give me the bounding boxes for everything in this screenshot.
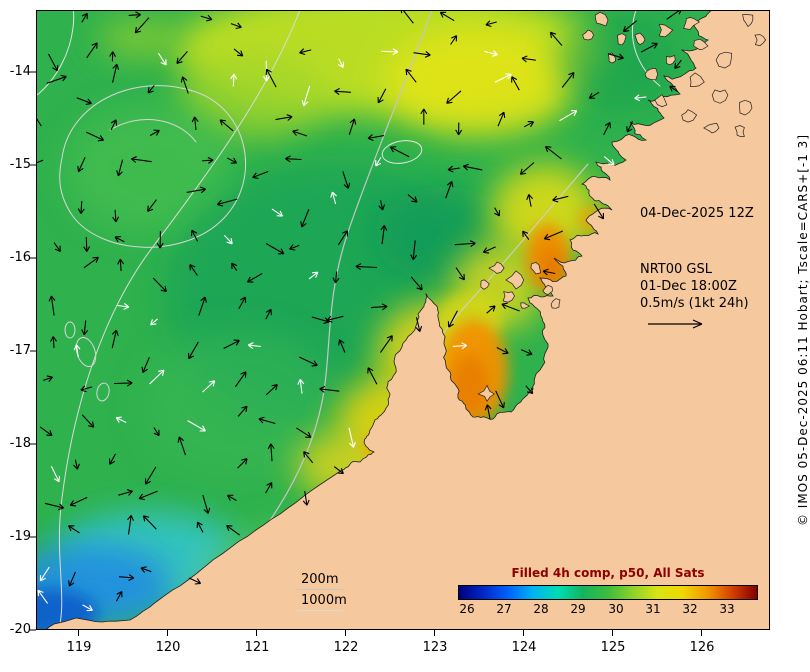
vector-scale-label: 0.5m/s (1kt 24h): [640, 296, 749, 311]
vector-scale-arrow: [648, 319, 703, 329]
colorbar-tick-27: 27: [496, 602, 512, 616]
colorbar-tick-28: 28: [533, 602, 549, 616]
x-tick-label-125: 125: [600, 640, 626, 655]
depth-200m-line: [297, 589, 343, 590]
credit-text: © IMOS 05-Dec-2025 06:11 Hobart; Tscale=…: [796, 133, 810, 527]
x-tick-label-120: 120: [155, 640, 181, 655]
depth-200m-label: 200m: [301, 572, 339, 587]
x-tick-label-123: 123: [422, 640, 448, 655]
y-tick-label-15: -15: [9, 157, 31, 172]
x-tick-label-124: 124: [511, 640, 537, 655]
depth-1000m-line: [297, 610, 343, 611]
x-tick-label-121: 121: [244, 640, 270, 655]
colorbar-tick-30: 30: [608, 602, 624, 616]
model-time-label: 01-Dec 18:00Z: [640, 279, 737, 294]
x-tick-label-126: 126: [689, 640, 715, 655]
model-name-label: NRT00 GSL: [640, 262, 712, 277]
current-vectors: [36, 10, 682, 612]
axis-ticks: [30, 71, 702, 636]
y-tick-label-16: -16: [9, 250, 31, 265]
y-tick-label-17: -17: [9, 343, 31, 358]
colorbar-tick-33: 33: [719, 602, 735, 616]
obs-time-label: 04-Dec-2025 12Z: [640, 206, 754, 221]
x-tick-label-119: 119: [66, 640, 92, 655]
colorbar-title: Filled 4h comp, p50, All Sats: [511, 566, 705, 580]
y-tick-label-14: -14: [9, 64, 31, 79]
x-tick-label-122: 122: [333, 640, 359, 655]
land-mass: [43, 10, 770, 630]
colorbar-tick-26: 26: [459, 602, 475, 616]
colorbar-gradient: [458, 585, 758, 600]
y-tick-label-18: -18: [9, 436, 31, 451]
plot-frame: [36, 10, 770, 630]
y-tick-label-19: -19: [9, 529, 31, 544]
depth-1000m-label: 1000m: [301, 593, 347, 608]
y-tick-label-20: -20: [9, 622, 31, 637]
islands: [477, 11, 767, 402]
colorbar: Filled 4h comp, p50, All Sats 26 27 28 2…: [458, 566, 758, 620]
colorbar-tick-29: 29: [570, 602, 586, 616]
colorbar-tick-31: 31: [645, 602, 661, 616]
colorbar-tick-32: 32: [682, 602, 698, 616]
